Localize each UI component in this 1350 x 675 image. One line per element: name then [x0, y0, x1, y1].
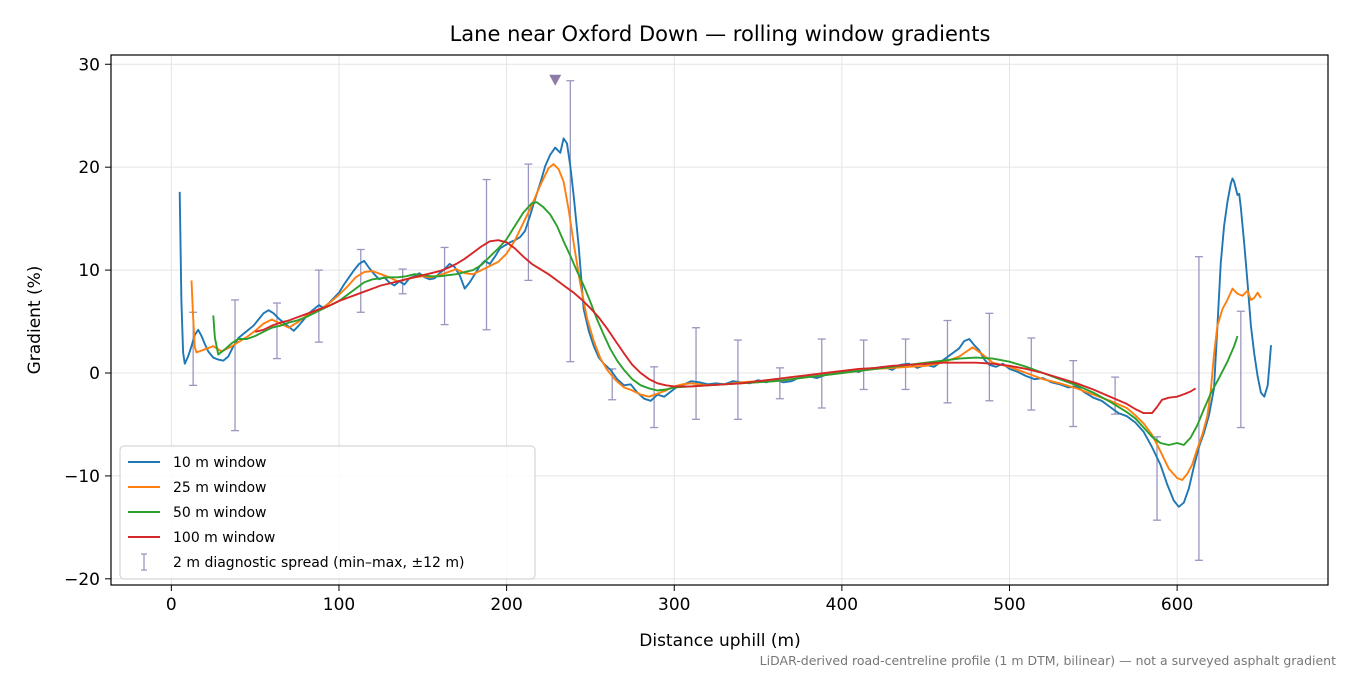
spread-errorbar-21: [1069, 360, 1078, 428]
legend-label: 25 m window: [173, 480, 266, 496]
x-tick-label: 600: [1161, 595, 1193, 615]
legend-label: 100 m window: [173, 530, 275, 546]
marker-layer: [549, 74, 562, 86]
y-axis: −20 −10 0 10 20 30: [64, 55, 111, 590]
legend-entry-4: 100 m window: [128, 530, 275, 546]
y-tick-label: 30: [78, 55, 100, 75]
spread-errorbar-25: [1236, 310, 1245, 429]
legend-box: [119, 445, 536, 580]
spread-errorbar-22: [1111, 376, 1120, 415]
legend-label: 2 m diagnostic spread (min–max, ±12 m): [173, 555, 464, 571]
x-tick-label: 100: [323, 595, 355, 615]
x-tick-label: 200: [490, 595, 522, 615]
legend: 10 m window 25 m window 50 m window 100 m w…: [119, 445, 536, 580]
y-tick-label: 0: [89, 364, 100, 384]
spread-errorbar-12: [692, 327, 701, 420]
spread-errorbar-24: [1194, 256, 1203, 561]
spread-errorbar-1: [231, 299, 240, 432]
legend-label: 10 m window: [173, 455, 266, 471]
spread-errorbar-23: [1153, 436, 1162, 521]
legend-entry-3: 50 m window: [128, 505, 266, 521]
plot-frame: [110, 54, 1329, 586]
y-tick-label: 10: [78, 261, 100, 281]
spread-errorbar-4: [356, 248, 365, 313]
series-line-4: [254, 239, 1197, 415]
spread-errorbar-14: [775, 367, 784, 400]
legend-entry-1: 10 m window: [128, 455, 266, 471]
series-layer: [178, 137, 1272, 508]
legend-entry-5: 2 m diagnostic spread (min–max, ±12 m): [141, 553, 464, 571]
y-axis-label: Gradient (%): [25, 266, 45, 375]
spread-errorbar-7: [482, 178, 491, 331]
x-axis-label: Distance uphill (m): [639, 631, 800, 651]
spread-errorbar-13: [733, 339, 742, 420]
x-axis: 0 100 200 300 400 500 600: [166, 585, 1193, 615]
y-tick-label: 20: [78, 158, 100, 178]
x-tick-label: 500: [993, 595, 1025, 615]
spread-errorbar-2: [272, 302, 281, 360]
y-tick-label: −10: [64, 467, 100, 487]
legend-entry-2: 25 m window: [128, 480, 266, 496]
spread-errorbar-19: [985, 312, 994, 402]
x-tick-label: 0: [166, 595, 177, 615]
series-line-2: [190, 163, 1262, 481]
chart-title: Lane near Oxford Down — rolling window g…: [450, 22, 991, 46]
y-tick-label: −20: [64, 570, 100, 590]
peak-marker: [549, 74, 562, 86]
x-tick-label: 300: [658, 595, 690, 615]
footnote: LiDAR-derived road-centreline profile (1…: [760, 653, 1336, 668]
spread-errorbar-6: [440, 246, 449, 326]
series-line-1: [178, 137, 1272, 508]
spread-errorbar-16: [859, 339, 868, 391]
spread-errorbar-5: [398, 268, 407, 295]
legend-label: 50 m window: [173, 505, 266, 521]
x-tick-label: 400: [826, 595, 858, 615]
